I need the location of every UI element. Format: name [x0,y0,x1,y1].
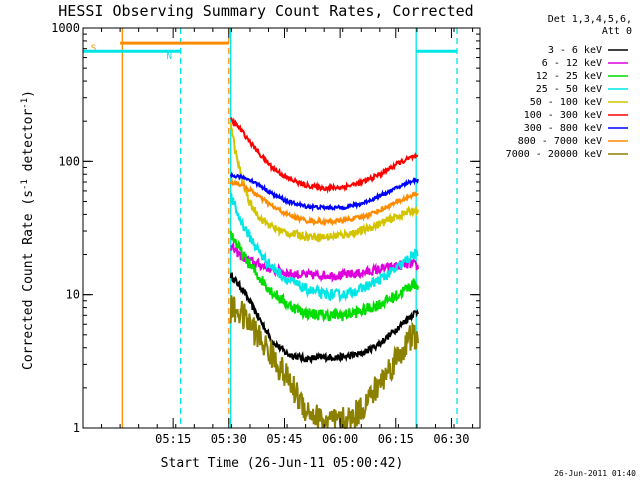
series-line-2 [229,230,419,323]
x-tick-label: 06:00 [322,432,358,446]
legend-label: 6 - 12 keV [542,58,602,69]
y-tick-label: 1000 [51,21,80,35]
x-tick-label: 05:15 [155,432,191,446]
legend-header: Att 0 [602,26,632,37]
legend-label: 25 - 50 keV [536,84,602,95]
series-line-3 [230,192,419,304]
legend-header: Det 1,3,4,5,6, [548,14,632,25]
legend-label: 100 - 300 keV [524,110,602,121]
legend-label: 7000 - 20000 keV [506,149,602,160]
series-line-0 [229,272,419,365]
legend: Det 1,3,4,5,6,Att 03 - 6 keV 6 - 12 keV 12… [506,14,632,160]
x-tick-label: 06:30 [433,432,469,446]
x-tick-label: 06:15 [378,432,414,446]
series-line-5 [229,116,419,194]
x-axis-label: Start Time (26-Jun-11 05:00:42) [161,456,404,471]
legend-label: 300 - 800 keV [524,123,602,134]
legend-label: 3 - 6 keV [548,45,602,56]
y-axis-label: Corrected Count Rate (s-1 detector-1) [20,90,36,370]
legend-label: 800 - 7000 keV [518,136,602,147]
series-line-4 [229,122,419,243]
flag-label-1: N [167,52,172,62]
timestamp-label: 26-Jun-2011 01:40 [554,469,636,478]
x-tick-label: 05:30 [211,432,247,446]
y-tick-label: 1 [73,421,80,435]
legend-label: 50 - 100 keV [530,97,602,108]
x-tick-label: 05:45 [266,432,302,446]
y-tick-label: 10 [66,288,80,302]
flag-label-0: S [91,44,96,54]
series-line-1 [229,240,419,283]
series-line-8 [229,295,419,429]
series-line-6 [229,171,419,213]
y-tick-label: 100 [58,154,80,168]
chart-title: HESSI Observing Summary Count Rates, Cor… [58,2,473,20]
legend-label: 12 - 25 keV [536,71,602,82]
plot-frame [82,27,481,429]
series-line-7 [229,177,419,227]
